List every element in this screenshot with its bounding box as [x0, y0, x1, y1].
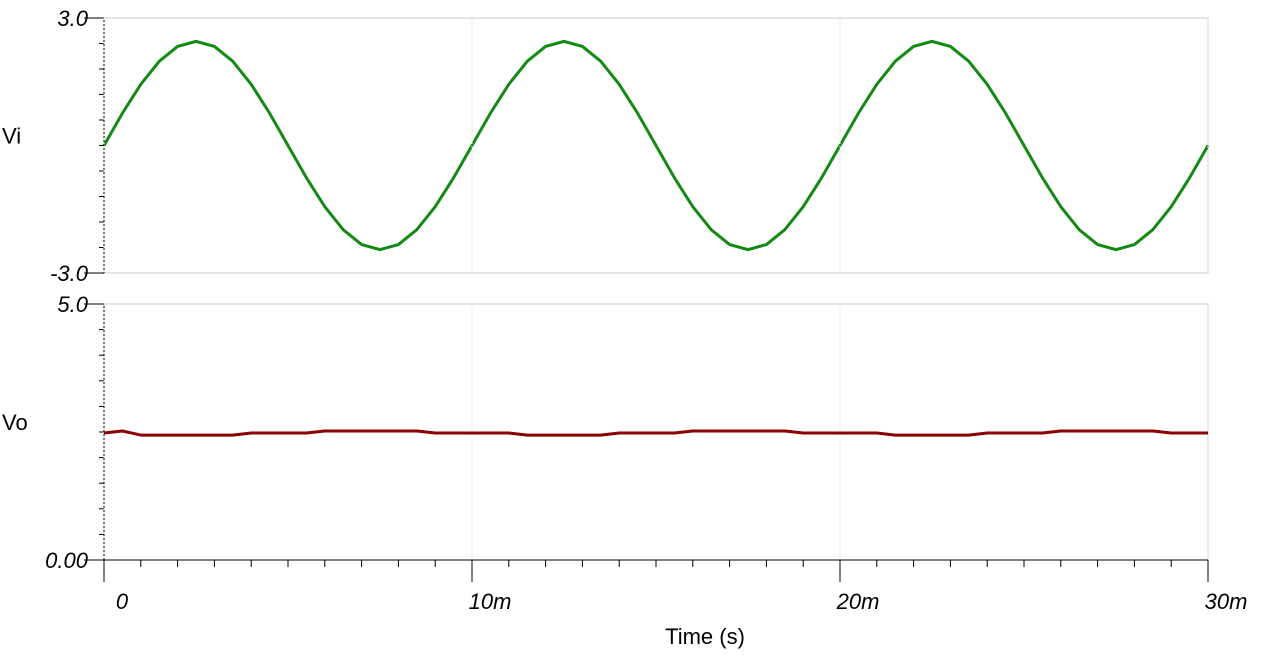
- x-tick-label: 20m: [836, 589, 880, 614]
- x-axis-label: Time (s): [665, 624, 745, 649]
- y-tick-label: 5.0: [57, 292, 88, 317]
- series-label: Vi: [2, 123, 21, 148]
- series-line: [103, 429, 1208, 437]
- x-tick-label: 0: [116, 589, 129, 614]
- x-tick-label: 30m: [1205, 589, 1248, 614]
- series-label: Vo: [2, 410, 28, 435]
- y-tick-label: 0.00: [45, 548, 89, 573]
- y-tick-label: -3.0: [50, 261, 89, 286]
- series-line: [102, 39, 1210, 252]
- x-tick-label: 10m: [469, 589, 512, 614]
- y-tick-label: 3.0: [57, 6, 88, 31]
